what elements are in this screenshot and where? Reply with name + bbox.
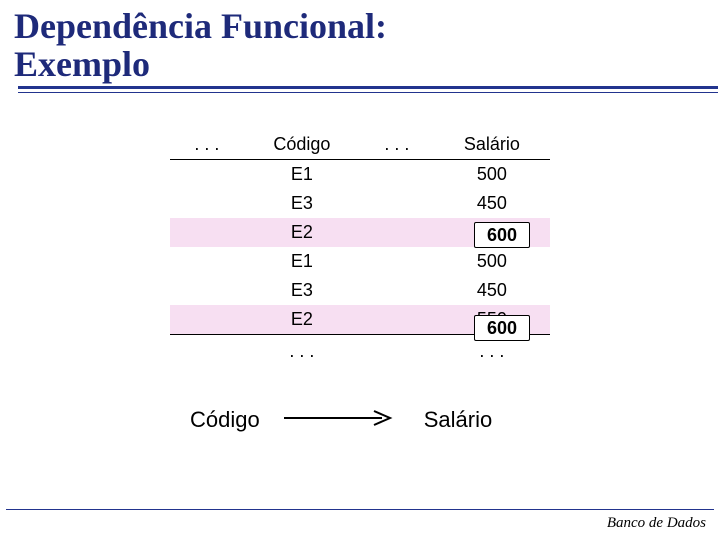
arrow-icon [282, 408, 402, 433]
overlay-value-1: 600 [474, 222, 530, 248]
cell-salario: 450 [434, 189, 550, 218]
title-underline [14, 86, 720, 93]
cell-codigo: E3 [244, 189, 360, 218]
relation-left: Código [190, 407, 260, 433]
cell-codigo: E1 [244, 160, 360, 190]
table-header-row: . . . Código . . . Salário [170, 130, 550, 160]
table-header-c3: . . . [360, 130, 434, 160]
cell-salario: 500 [434, 160, 550, 190]
title-block: Dependência Funcional: Exemplo [0, 0, 720, 93]
cell-codigo: E3 [244, 276, 360, 305]
title-line-1: Dependência Funcional: [14, 8, 720, 46]
table-header-c4: Salário [434, 130, 550, 160]
relation-row: Código Salário [190, 400, 530, 440]
cell-salario: 450 [434, 276, 550, 305]
table-header-c2: Código [244, 130, 360, 160]
table-header-c1: . . . [170, 130, 244, 160]
table-row: E3 450 [170, 276, 550, 305]
overlay-value-2: 600 [474, 315, 530, 341]
relation-right: Salário [424, 407, 492, 433]
table-footer-c2: . . . [244, 335, 360, 367]
footer-rule [6, 509, 714, 510]
cell-codigo: E2 [244, 305, 360, 335]
title-rule-thick [18, 86, 718, 89]
table-row: E1 500 [170, 247, 550, 276]
footer-text: Banco de Dados [607, 515, 706, 532]
title-line-2: Exemplo [14, 46, 720, 84]
cell-codigo: E1 [244, 247, 360, 276]
cell-salario: 500 [434, 247, 550, 276]
table-row: E1 500 [170, 160, 550, 190]
slide: Dependência Funcional: Exemplo . . . Cód… [0, 0, 720, 540]
title-rule-thin [18, 92, 718, 93]
table-row: E3 450 [170, 189, 550, 218]
cell-codigo: E2 [244, 218, 360, 247]
